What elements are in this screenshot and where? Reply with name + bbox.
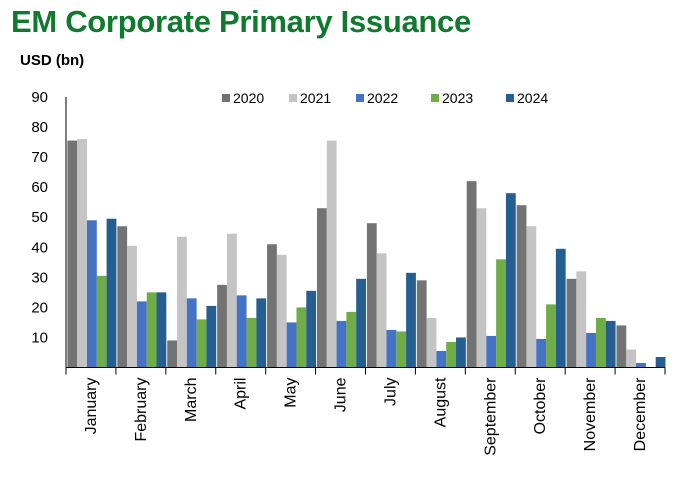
bar-april-2020 bbox=[217, 284, 227, 368]
bar-november-2022 bbox=[586, 332, 596, 368]
bar-october-2024 bbox=[555, 248, 566, 368]
x-category-label-april: April bbox=[233, 378, 250, 410]
legend-swatch-2023 bbox=[431, 94, 439, 102]
bar-july-2022 bbox=[386, 329, 397, 368]
bar-april-2024 bbox=[256, 298, 267, 368]
bar-december-2020 bbox=[616, 325, 627, 368]
y-tick-label-40: 40 bbox=[31, 239, 48, 256]
bar-may-2020 bbox=[267, 244, 277, 368]
axes-group bbox=[65, 97, 666, 375]
bar-may-2022 bbox=[286, 322, 297, 368]
bar-april-2022 bbox=[236, 295, 247, 368]
bar-september-2024 bbox=[505, 193, 516, 368]
bar-february-2020 bbox=[117, 226, 128, 368]
legend-swatch-2022 bbox=[356, 94, 364, 102]
bar-march-2021 bbox=[177, 236, 187, 368]
bar-august-2024 bbox=[456, 337, 466, 368]
x-category-label-october: October bbox=[532, 377, 549, 435]
bar-october-2023 bbox=[546, 304, 556, 368]
x-category-label-november: November bbox=[582, 377, 599, 451]
y-tick-label-50: 50 bbox=[31, 209, 48, 226]
bar-july-2024 bbox=[406, 272, 416, 368]
bar-may-2023 bbox=[296, 307, 307, 368]
bar-june-2020 bbox=[316, 208, 327, 368]
bar-june-2024 bbox=[356, 278, 366, 368]
bar-december-2021 bbox=[626, 349, 637, 368]
bar-september-2023 bbox=[496, 259, 506, 368]
x-category-label-august: August bbox=[432, 377, 449, 427]
bar-september-2021 bbox=[476, 208, 487, 368]
x-category-label-february: February bbox=[133, 378, 150, 442]
bar-november-2021 bbox=[576, 271, 587, 368]
bar-august-2023 bbox=[446, 341, 457, 368]
legend-label-2020: 2020 bbox=[233, 90, 264, 106]
bar-november-2024 bbox=[605, 320, 616, 368]
chart-title: EM Corporate Primary Issuance bbox=[11, 4, 471, 39]
y-tick-label-70: 70 bbox=[31, 149, 48, 166]
legend-swatch-2020 bbox=[222, 94, 230, 102]
legend-label-2021: 2021 bbox=[300, 90, 331, 106]
x-category-label-september: September bbox=[482, 377, 499, 456]
bar-june-2023 bbox=[346, 311, 357, 368]
y-tick-label-60: 60 bbox=[31, 179, 48, 196]
bar-october-2022 bbox=[536, 338, 547, 368]
x-category-label-december: December bbox=[632, 377, 649, 451]
bar-february-2021 bbox=[127, 245, 137, 368]
bar-march-2022 bbox=[186, 298, 197, 368]
bar-february-2023 bbox=[146, 292, 157, 368]
y-axis-unit-label: USD (bn) bbox=[20, 52, 85, 69]
bar-july-2023 bbox=[396, 331, 407, 368]
bar-september-2020 bbox=[466, 181, 477, 368]
legend-swatch-2024 bbox=[506, 94, 514, 102]
y-tick-label-20: 20 bbox=[31, 299, 48, 316]
bar-october-2021 bbox=[526, 226, 537, 368]
bar-july-2020 bbox=[366, 223, 377, 368]
bar-may-2024 bbox=[306, 290, 317, 368]
bar-december-2022 bbox=[636, 362, 646, 368]
bar-may-2021 bbox=[276, 254, 287, 368]
y-tick-label-90: 90 bbox=[31, 89, 48, 106]
y-tick-label-80: 80 bbox=[31, 119, 48, 136]
y-tick-label-10: 10 bbox=[31, 329, 48, 346]
x-category-label-july: July bbox=[382, 378, 399, 406]
bar-february-2022 bbox=[136, 301, 147, 368]
bar-march-2023 bbox=[196, 319, 207, 368]
bars-group bbox=[67, 139, 666, 368]
legend-label-2024: 2024 bbox=[517, 90, 548, 106]
bar-january-2021 bbox=[77, 139, 87, 368]
bar-march-2020 bbox=[167, 340, 178, 368]
x-category-label-march: March bbox=[183, 378, 200, 422]
bar-june-2021 bbox=[326, 140, 337, 368]
legend-swatch-2021 bbox=[289, 94, 297, 102]
bar-january-2020 bbox=[67, 140, 78, 368]
bar-january-2022 bbox=[87, 220, 97, 368]
bar-november-2023 bbox=[595, 317, 606, 368]
y-tick-labels: 10 20 30 40 50 60 70 80 90 bbox=[31, 89, 48, 346]
bar-august-2022 bbox=[436, 350, 447, 368]
bar-march-2024 bbox=[206, 305, 217, 368]
legend-label-2023: 2023 bbox=[442, 90, 473, 106]
bar-august-2020 bbox=[416, 280, 427, 368]
bar-october-2020 bbox=[516, 205, 527, 368]
bar-january-2023 bbox=[96, 275, 107, 368]
bar-august-2021 bbox=[426, 317, 437, 368]
y-tick-label-30: 30 bbox=[31, 269, 48, 286]
bar-february-2024 bbox=[156, 292, 167, 368]
legend-label-2022: 2022 bbox=[367, 90, 398, 106]
bar-december-2024 bbox=[655, 356, 666, 368]
x-category-labels: January February March April May June July Augu… bbox=[83, 377, 649, 456]
bar-june-2022 bbox=[336, 320, 347, 368]
bar-november-2020 bbox=[566, 278, 577, 368]
legend: 2020 2021 2022 2023 2024 bbox=[222, 90, 548, 106]
x-category-label-may: May bbox=[283, 378, 300, 408]
bar-april-2021 bbox=[226, 233, 237, 368]
x-category-label-june: June bbox=[333, 377, 350, 412]
bar-july-2021 bbox=[376, 253, 387, 368]
bar-january-2024 bbox=[106, 218, 117, 368]
bar-september-2022 bbox=[486, 335, 497, 368]
bar-april-2023 bbox=[246, 317, 257, 368]
x-category-label-january: January bbox=[83, 378, 100, 435]
